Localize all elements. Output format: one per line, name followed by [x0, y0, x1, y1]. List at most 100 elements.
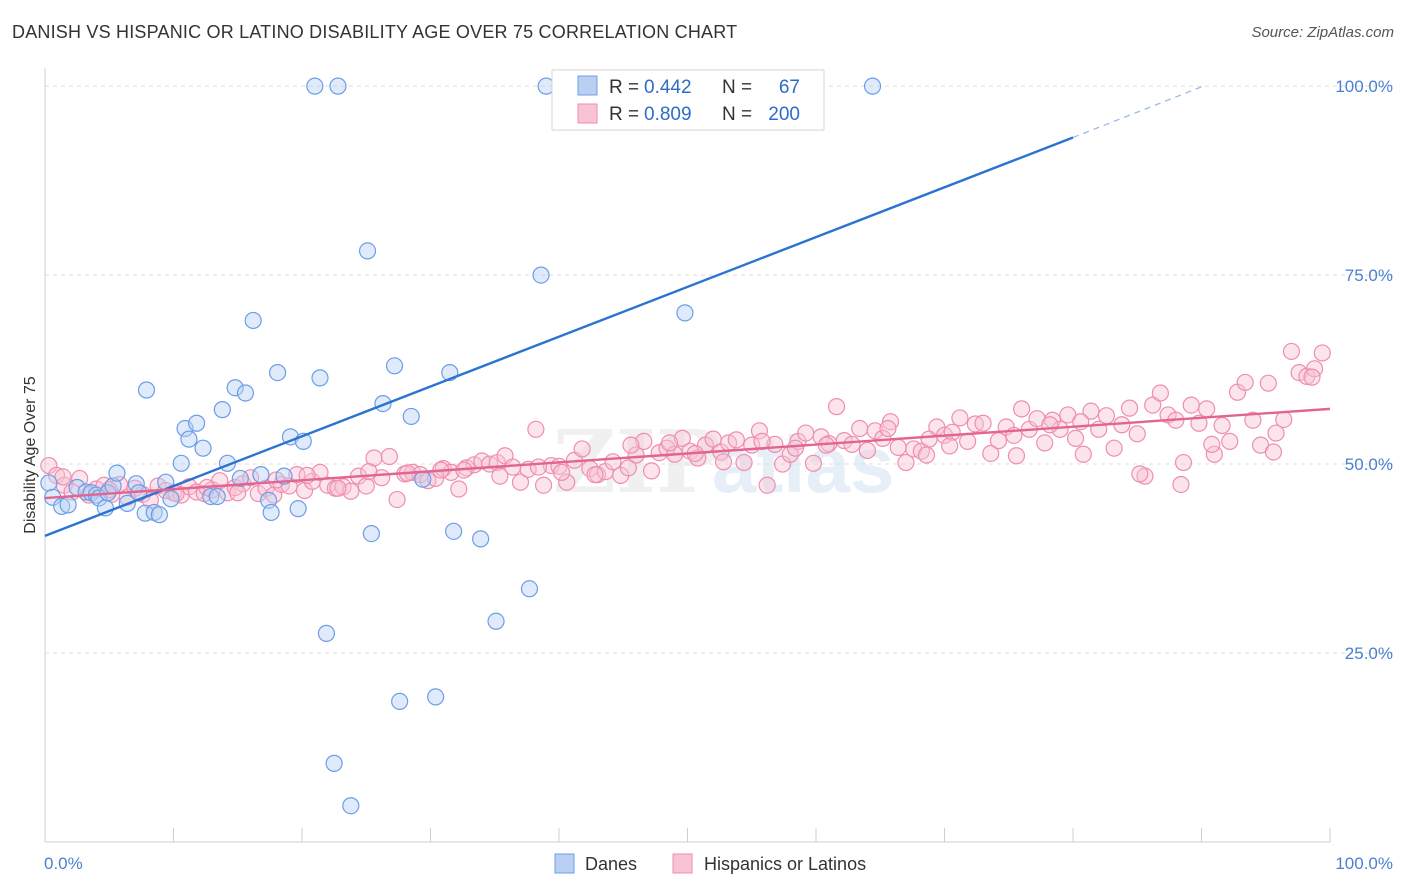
- hispanics-point: [843, 435, 861, 454]
- hispanics-point: [1097, 407, 1116, 425]
- hispanics-point: [357, 477, 375, 495]
- hispanics-point: [442, 463, 460, 481]
- danes-point: [402, 407, 420, 426]
- hispanics-point: [511, 473, 530, 491]
- hispanics-point: [619, 459, 637, 477]
- danes-point: [329, 77, 347, 95]
- hispanics-point: [1303, 368, 1321, 386]
- hispanics-point: [750, 422, 769, 440]
- hispanics-point: [1244, 411, 1262, 429]
- danes-point: [226, 379, 244, 397]
- y-tick-label: 100.0%: [1335, 77, 1393, 96]
- hispanics-point: [388, 490, 406, 509]
- danes-point: [194, 439, 212, 457]
- legend-label-hispanics: Hispanics or Latinos: [704, 854, 866, 874]
- stats-n-value-danes: 67: [779, 77, 800, 98]
- danes-point: [108, 464, 126, 482]
- danes-point: [136, 504, 154, 522]
- danes-point: [520, 580, 539, 598]
- hispanics-point: [951, 409, 969, 427]
- hispanics-point: [1198, 400, 1216, 418]
- danes-point: [306, 77, 324, 95]
- danes-point: [231, 469, 249, 488]
- danes-point: [532, 266, 550, 284]
- hispanics-point: [881, 413, 900, 431]
- x-tick-label-max: 100.0%: [1335, 854, 1393, 873]
- hispanics-point: [360, 463, 378, 481]
- stats-box: R = 0.442 N = 67 R = 0.809 N = 200: [551, 69, 825, 131]
- stats-swatch-danes: [577, 75, 598, 96]
- hispanics-point: [1174, 453, 1193, 472]
- stats-n-value-hispanics: 200: [768, 104, 800, 125]
- hispanics-point: [1264, 443, 1283, 461]
- danes-point: [472, 530, 490, 548]
- hispanics-point: [727, 431, 745, 449]
- danes-point: [236, 384, 255, 402]
- hispanics-point: [804, 454, 823, 472]
- danes-point: [162, 490, 180, 508]
- hispanics-point: [1144, 396, 1162, 414]
- stats-n-label-danes: N =: [722, 77, 752, 98]
- hispanics-point: [1012, 400, 1031, 418]
- hispanics-point: [642, 462, 661, 480]
- stats-r-value-hispanics: 0.809: [644, 104, 692, 125]
- hispanics-point: [1172, 475, 1190, 494]
- hispanics-point: [982, 444, 1000, 463]
- danes-point: [202, 487, 220, 506]
- hispanics-point: [917, 446, 936, 464]
- hispanics-point: [1105, 439, 1123, 457]
- danes-point: [262, 503, 280, 522]
- hispanics-point: [329, 479, 347, 497]
- hispanics-point: [1236, 373, 1254, 392]
- hispanics-point: [229, 484, 247, 502]
- hispanics-point: [851, 419, 869, 438]
- danes-point: [137, 381, 156, 399]
- hispanics-point: [889, 438, 907, 457]
- hispanics-point: [1128, 425, 1146, 443]
- hispanics-point: [758, 476, 776, 494]
- danes-point: [180, 430, 198, 448]
- danes-point: [676, 304, 694, 322]
- danes-trend-line: [44, 136, 1074, 537]
- y-tick-label: 50.0%: [1345, 455, 1393, 474]
- y-tick-label: 75.0%: [1345, 266, 1393, 285]
- danes-point: [40, 474, 58, 492]
- hispanics-point: [1267, 424, 1285, 442]
- hispanics-point: [491, 467, 509, 485]
- danes-point: [325, 754, 343, 772]
- danes-point: [385, 357, 404, 375]
- danes-point: [188, 414, 206, 432]
- legend: Danes Hispanics or Latinos: [554, 853, 866, 874]
- hispanics-point: [1259, 374, 1277, 392]
- hispanics-point: [858, 441, 877, 460]
- y-tick-labels: 25.0% 50.0% 75.0% 100.0%: [1335, 77, 1393, 663]
- hispanics-point: [1131, 465, 1149, 483]
- y-axis-label: Disability Age Over 75: [22, 376, 39, 534]
- danes-point: [391, 692, 409, 711]
- hispanics-point: [1074, 445, 1092, 463]
- legend-swatch-danes: [554, 853, 575, 874]
- danes-point: [358, 242, 377, 260]
- hispanics-point: [1041, 416, 1059, 434]
- danes-point: [268, 363, 287, 382]
- hispanics-point: [1203, 435, 1221, 454]
- danes-point: [150, 506, 168, 524]
- page-title: DANISH VS HISPANIC OR LATINO DISABILITY …: [12, 22, 738, 42]
- stats-n-label-hispanics: N =: [722, 104, 752, 125]
- source-note: Source: ZipAtlas.com: [1251, 24, 1394, 41]
- hispanics-point: [879, 419, 897, 438]
- hispanics-point: [941, 437, 959, 455]
- danes-point: [289, 500, 307, 518]
- danes-point: [244, 311, 262, 330]
- hispanics-point: [786, 439, 805, 457]
- stats-r-label-hispanics: R =: [609, 104, 639, 125]
- stats-r-label-danes: R =: [609, 77, 639, 98]
- hispanics-point: [1082, 402, 1100, 420]
- hispanics-point: [450, 480, 468, 498]
- stats-r-value-danes: 0.442: [644, 77, 692, 98]
- hispanics-point: [1151, 384, 1169, 402]
- hispanics-point: [380, 447, 398, 466]
- hispanics-point: [673, 429, 691, 447]
- danes-point: [362, 524, 380, 543]
- legend-label-danes: Danes: [585, 854, 637, 874]
